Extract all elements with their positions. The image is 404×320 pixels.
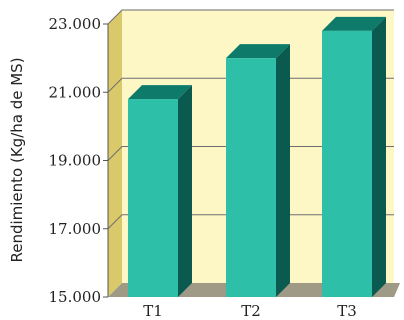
bar-top [322,16,386,31]
y-axis-ticks: 15.000 17.000 19.000 21.000 23.000 [49,15,108,306]
gridline-left [107,9,123,25]
y-tick-label: 19.000 [49,152,102,170]
bar-front [322,30,372,297]
bar-front [128,99,178,297]
bar-side [178,85,192,297]
bar-front [226,58,276,297]
bars [128,16,386,297]
bar-top [226,44,290,59]
bar-t1 [128,85,192,297]
x-tick-label: T2 [241,302,261,320]
bar-side [372,16,386,297]
x-tick-label: T3 [337,302,357,320]
bar-side [276,44,290,297]
bar-t3 [322,16,386,297]
bar-t2 [226,44,290,297]
x-axis-labels: T1 T2 T3 [143,302,357,320]
y-axis-label: Rendimiento (Kg/ha de MS) [8,57,26,262]
bar-top [128,85,192,100]
gridline-left [107,77,123,93]
gridline-left [107,146,123,161]
x-tick-label: T1 [143,302,163,320]
y-tick-label: 23.000 [49,15,102,33]
y-tick-label: 17.000 [49,220,102,238]
y-tick-label: 21.000 [49,83,102,101]
gridline-left [107,214,123,230]
y-tick-label: 15.000 [49,288,102,306]
